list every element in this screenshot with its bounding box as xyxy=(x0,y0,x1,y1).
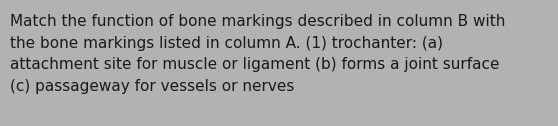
Text: Match the function of bone markings described in column B with
the bone markings: Match the function of bone markings desc… xyxy=(10,14,506,94)
